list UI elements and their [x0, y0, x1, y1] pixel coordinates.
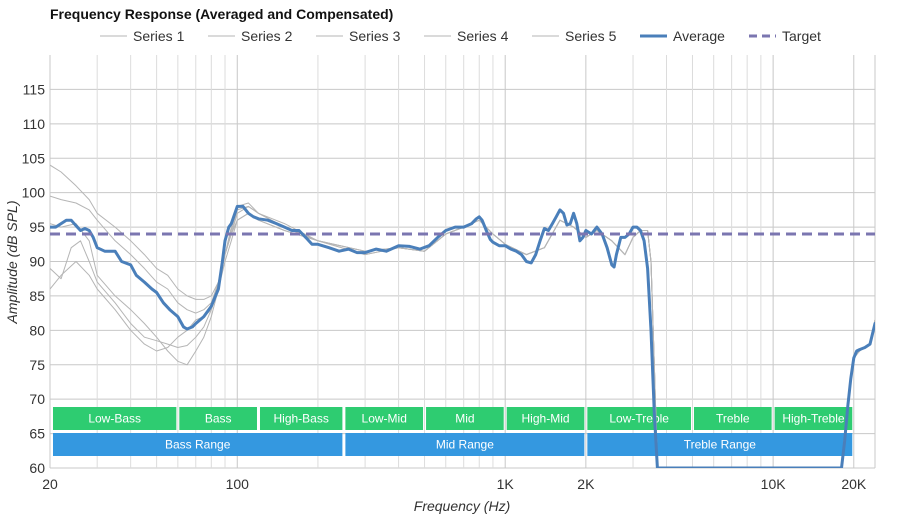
chart-title: Frequency Response (Averaged and Compens…	[50, 6, 393, 22]
legend-label: Series 2	[241, 28, 293, 44]
y-tick-label: 60	[29, 460, 45, 476]
y-tick-label: 90	[29, 254, 45, 270]
x-tick-label: 1K	[497, 476, 515, 492]
y-tick-label: 70	[29, 391, 45, 407]
range-bands: Low-Bass Bass High-Bass Low-Mid Mid High-Mid L…	[53, 407, 853, 456]
y-tick-label: 115	[23, 81, 46, 97]
legend-label: Series 1	[133, 28, 185, 44]
x-tick-label: 100	[226, 476, 250, 492]
frequency-band	[426, 407, 504, 430]
y-tick-label: 75	[29, 357, 45, 373]
legend-label: Series 4	[457, 28, 509, 44]
y-axis-title: Amplitude (dB SPL)	[4, 201, 20, 325]
frequency-band	[345, 407, 424, 430]
y-tick-label: 85	[29, 288, 45, 304]
frequency-band-label: High-Treble	[782, 412, 845, 426]
range-band-label: Bass Range	[165, 438, 231, 452]
frequency-band-label: Low-Mid	[362, 412, 407, 426]
frequency-band	[506, 407, 585, 430]
range-band	[53, 433, 343, 456]
frequency-band-label: Treble	[716, 412, 750, 426]
legend-label: Average	[673, 28, 725, 44]
grid	[49, 55, 876, 469]
frequency-band-label: Low-Treble	[609, 412, 669, 426]
range-band-label: Treble Range	[684, 438, 757, 452]
range-band	[587, 433, 853, 456]
frequency-band-label: Mid	[455, 412, 474, 426]
legend-label: Series 5	[565, 28, 617, 44]
x-axis-title: Frequency (Hz)	[414, 498, 510, 514]
y-tick-label: 100	[22, 185, 46, 201]
frequency-band-label: Bass	[205, 412, 232, 426]
range-band-label: Mid Range	[436, 438, 494, 452]
frequency-band	[259, 407, 343, 430]
y-tick-label: 105	[22, 150, 46, 166]
frequency-band	[587, 407, 691, 430]
frequency-band	[693, 407, 772, 430]
x-tick-label: 20	[42, 476, 58, 492]
y-tick-label: 95	[29, 219, 45, 235]
x-tick-label: 10K	[761, 476, 787, 492]
frequency-band	[179, 407, 257, 430]
range-band	[345, 433, 585, 456]
frequency-band	[53, 407, 177, 430]
legend-label: Series 3	[349, 28, 401, 44]
y-tick-label: 80	[29, 322, 45, 338]
series-line	[50, 212, 875, 468]
x-tick-label: 20K	[841, 476, 867, 492]
frequency-band-label: Low-Bass	[88, 412, 141, 426]
average-line	[50, 204, 875, 468]
frequency-band-label: High-Bass	[274, 412, 329, 426]
y-tick-label: 110	[23, 116, 46, 132]
series-lines	[50, 164, 875, 468]
legend: Series 1 Series 2 Series 3 Series 4 Series 5…	[100, 28, 821, 44]
frequency-band-label: High-Mid	[522, 412, 570, 426]
y-tick-label: 65	[29, 426, 45, 442]
legend-label: Target	[782, 28, 821, 44]
x-tick-label: 2K	[577, 476, 595, 492]
frequency-band	[774, 407, 853, 430]
